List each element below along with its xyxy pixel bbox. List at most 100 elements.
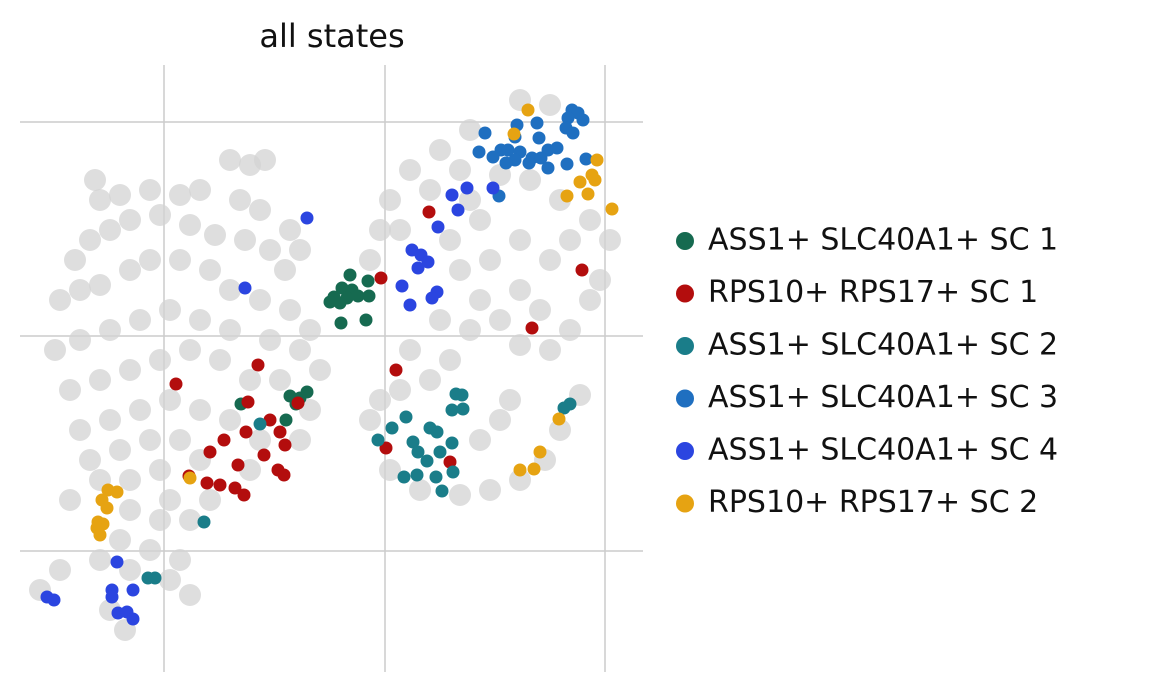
point xyxy=(588,173,602,187)
background-point xyxy=(289,429,311,451)
point xyxy=(513,463,527,477)
background-point xyxy=(509,469,531,491)
point xyxy=(359,313,373,327)
point xyxy=(561,111,575,125)
background-point xyxy=(259,239,281,261)
background-point xyxy=(509,279,531,301)
background-point xyxy=(519,169,541,191)
background-point xyxy=(429,139,451,161)
background-point xyxy=(399,339,421,361)
background-point xyxy=(469,209,491,231)
point xyxy=(397,470,411,484)
background-point xyxy=(179,214,201,236)
point xyxy=(433,445,447,459)
point xyxy=(575,263,589,277)
background-point xyxy=(589,269,611,291)
point xyxy=(197,515,211,529)
background-point xyxy=(529,299,551,321)
point xyxy=(573,175,587,189)
chart-title: all states xyxy=(259,17,404,55)
background-point xyxy=(249,289,271,311)
point xyxy=(333,296,347,310)
point xyxy=(279,413,293,427)
legend-marker xyxy=(676,337,694,355)
legend-marker xyxy=(676,389,694,408)
point xyxy=(486,150,500,164)
point xyxy=(257,448,271,462)
point xyxy=(403,298,417,312)
background-point xyxy=(274,259,296,281)
background-point xyxy=(299,319,321,341)
background-point xyxy=(549,419,571,441)
legend-marker xyxy=(676,232,694,250)
background-point xyxy=(119,359,141,381)
background-point xyxy=(159,299,181,321)
point xyxy=(521,103,535,117)
point xyxy=(460,181,474,195)
background-point xyxy=(389,379,411,401)
point xyxy=(581,187,595,201)
point xyxy=(105,590,119,604)
background-point xyxy=(179,584,201,606)
background-point xyxy=(179,509,201,531)
background-point xyxy=(199,259,221,281)
background-point xyxy=(239,369,261,391)
background-point xyxy=(479,479,501,501)
background-point xyxy=(49,559,71,581)
point xyxy=(579,152,593,166)
point xyxy=(237,488,251,502)
background-point xyxy=(559,229,581,251)
point xyxy=(522,156,536,170)
point xyxy=(530,116,544,130)
background-point xyxy=(219,319,241,341)
background-point xyxy=(179,339,201,361)
background-point xyxy=(279,299,301,321)
point xyxy=(411,261,425,275)
background-point xyxy=(219,279,241,301)
background-point xyxy=(109,529,131,551)
background-point xyxy=(99,409,121,431)
background-point xyxy=(139,429,161,451)
point xyxy=(445,188,459,202)
background-point xyxy=(99,319,121,341)
background-point xyxy=(109,439,131,461)
background-point xyxy=(299,399,321,421)
background-point xyxy=(209,349,231,371)
point xyxy=(534,151,548,165)
background-point xyxy=(409,479,431,501)
background-point xyxy=(89,189,111,211)
background-point xyxy=(129,399,151,421)
background-point xyxy=(509,334,531,356)
background-point xyxy=(204,224,226,246)
point xyxy=(148,571,162,585)
point xyxy=(241,395,255,409)
point xyxy=(238,281,252,295)
point xyxy=(263,413,277,427)
background-point xyxy=(259,329,281,351)
background-point xyxy=(439,229,461,251)
background-point xyxy=(419,369,441,391)
background-point xyxy=(89,549,111,571)
point xyxy=(499,156,513,170)
point xyxy=(541,161,555,175)
point xyxy=(422,205,436,219)
legend-marker xyxy=(676,284,694,303)
background-point xyxy=(389,219,411,241)
background-point xyxy=(489,164,511,186)
point xyxy=(231,458,245,472)
background-point xyxy=(459,119,481,141)
background-point xyxy=(69,329,91,351)
background-point xyxy=(489,309,511,331)
point xyxy=(183,471,197,485)
background-point xyxy=(379,459,401,481)
point xyxy=(47,593,61,607)
point xyxy=(300,211,314,225)
point xyxy=(552,412,566,426)
point xyxy=(93,528,107,542)
point xyxy=(399,410,413,424)
background-point xyxy=(579,289,601,311)
background-point xyxy=(229,189,251,211)
point xyxy=(351,289,365,303)
background-point xyxy=(449,259,471,281)
background-point xyxy=(59,379,81,401)
